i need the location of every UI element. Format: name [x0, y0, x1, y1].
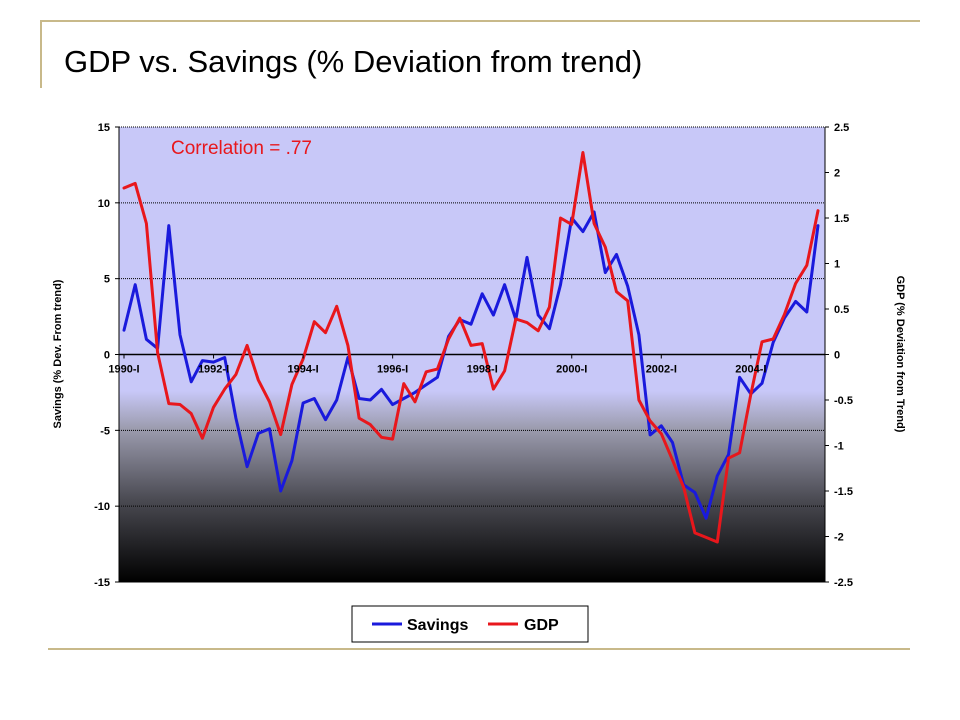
x-tick-label: 1990-I: [108, 364, 139, 376]
right-y-tick-label: -2: [834, 532, 844, 544]
legend-label-savings: Savings: [407, 617, 468, 634]
series-line-savings: [122, 210, 820, 520]
right-y-tick-label: -1.5: [834, 486, 853, 498]
right-axis-title: GDP (% Deviation from Trend): [894, 276, 906, 433]
legend: Savings GDP: [351, 605, 589, 643]
legend-label-gdp: GDP: [524, 617, 559, 634]
left-y-tick-label: 10: [98, 198, 110, 210]
right-y-tick-label: 2.5: [834, 122, 849, 134]
left-y-tick-label: 5: [104, 274, 110, 286]
slide-frame-horizontal: [40, 20, 920, 22]
slide-footer-line: [48, 648, 910, 650]
x-tick-label: 1996-I: [377, 364, 408, 376]
right-y-tick-label: -2.5: [834, 577, 853, 589]
right-y-tick-label: 1: [834, 259, 840, 271]
gridlines: [119, 126, 825, 507]
right-y-tick-label: -0.5: [834, 395, 853, 407]
x-tick-label: 1994-I: [287, 364, 318, 376]
right-y-tick-label: 0: [834, 350, 840, 362]
x-tick-label: 2000-I: [556, 364, 587, 376]
left-y-tick-label: -10: [94, 501, 110, 513]
x-tick-label: 1998-I: [467, 364, 498, 376]
correlation-annotation: Correlation = .77: [171, 138, 312, 159]
left-y-tick-label: -15: [94, 577, 110, 589]
left-y-tick-label: 15: [98, 122, 110, 134]
slide-frame-vertical: [40, 20, 42, 88]
tick-labels: 15 10 5 0 -5 -10 -15 2.5 2 1.5 1 0.5 0 -0.5 -1 -1.5 -2 -2…: [94, 122, 853, 589]
series-lines: [122, 151, 820, 544]
series-line-gdp: [122, 151, 820, 544]
right-y-tick-label: 2: [834, 168, 840, 180]
slide-title: GDP vs. Savings (% Deviation from trend): [64, 44, 643, 79]
right-y-tick-label: 0.5: [834, 304, 849, 316]
left-y-tick-label: -5: [100, 425, 110, 437]
right-y-tick-label: -1: [834, 441, 844, 453]
x-tick-label: 2004-I: [735, 364, 766, 376]
x-tick-label: 2002-I: [646, 364, 677, 376]
left-y-tick-label: 0: [104, 350, 110, 362]
right-y-tick-label: 1.5: [834, 213, 849, 225]
left-axis-title: Savings (% Dev. From trend): [52, 279, 64, 428]
x-tick-label: 1992-I: [198, 364, 229, 376]
